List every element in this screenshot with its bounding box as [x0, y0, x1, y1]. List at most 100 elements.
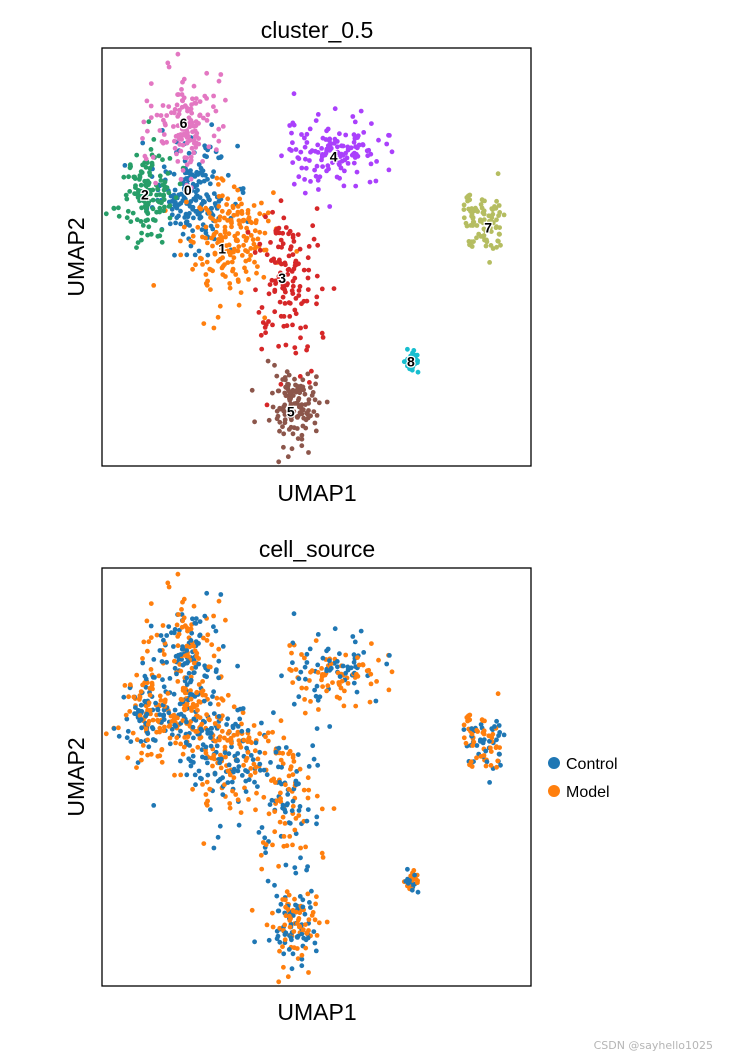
cell-point	[209, 122, 215, 128]
cell-point	[265, 738, 271, 744]
cell-point	[274, 893, 280, 899]
cell-point	[236, 764, 242, 769]
cell-point	[189, 630, 195, 636]
cell-point	[487, 260, 492, 265]
cell-point	[193, 665, 199, 670]
cell-point	[196, 248, 202, 254]
cell-point	[461, 727, 467, 732]
cell-point	[167, 156, 173, 161]
cell-point	[415, 880, 420, 886]
cell-point	[210, 763, 215, 769]
cell-point	[183, 706, 188, 712]
cell-point	[162, 204, 167, 210]
cell-point	[208, 735, 213, 740]
cell-point	[324, 168, 329, 174]
cell-point	[376, 137, 381, 143]
cell-point	[123, 192, 129, 198]
cell-point	[340, 143, 346, 149]
cell-point	[167, 676, 173, 681]
cell-point	[253, 807, 258, 813]
cluster-label-8: 8	[407, 354, 415, 370]
cell-point	[177, 181, 183, 187]
cell-point	[226, 729, 232, 734]
cell-point	[280, 761, 286, 767]
cell-point	[296, 916, 302, 921]
cell-point	[262, 750, 268, 756]
cell-point	[315, 112, 321, 117]
cell-point	[245, 750, 251, 755]
cell-point	[283, 410, 289, 416]
cell-point	[225, 196, 231, 202]
cell-point	[296, 924, 302, 930]
cell-point	[405, 866, 410, 872]
cell-point	[300, 927, 306, 933]
cell-point	[235, 277, 241, 283]
cell-point	[315, 142, 321, 148]
cell-point	[299, 432, 305, 438]
cell-point	[490, 211, 496, 217]
cell-point	[264, 922, 270, 928]
cell-point	[299, 165, 305, 171]
cell-point	[337, 674, 343, 679]
cell-point	[360, 142, 366, 148]
cell-point	[203, 744, 209, 750]
cell-point	[325, 683, 331, 689]
cell-point	[297, 894, 303, 899]
cell-point	[285, 454, 291, 460]
cell-point	[312, 917, 318, 923]
cell-point	[261, 794, 267, 800]
cell-point	[299, 685, 305, 691]
cluster-points	[103, 51, 507, 465]
cell-point	[336, 681, 342, 687]
cell-point	[233, 792, 239, 797]
cell-point	[191, 660, 197, 666]
cell-point	[211, 232, 217, 238]
cell-point	[389, 669, 395, 675]
cell-point	[265, 358, 271, 364]
cell-point	[229, 740, 234, 746]
source-y-axis-label: UMAP2	[63, 737, 89, 816]
cell-point	[276, 225, 282, 231]
cell-point	[148, 231, 154, 237]
cell-point	[299, 443, 305, 449]
cell-point	[467, 762, 472, 768]
cell-point	[253, 287, 258, 293]
cell-point	[286, 253, 292, 259]
cell-point	[403, 358, 409, 364]
cell-point	[180, 718, 186, 723]
cell-point	[103, 211, 109, 217]
cell-point	[498, 762, 503, 768]
cell-point	[231, 775, 237, 781]
cell-point	[288, 766, 293, 772]
cell-point	[263, 214, 268, 220]
cell-point	[150, 674, 156, 680]
cell-point	[155, 186, 161, 192]
cell-point	[166, 624, 172, 629]
cell-point	[231, 769, 236, 775]
cell-point	[314, 163, 320, 169]
cell-point	[222, 750, 228, 756]
cell-point	[146, 744, 152, 750]
cell-point	[232, 233, 238, 239]
cell-point	[188, 157, 194, 163]
cell-point	[309, 148, 315, 154]
cell-point	[299, 963, 305, 969]
cell-point	[481, 217, 487, 223]
cell-point	[316, 920, 322, 926]
cell-point	[235, 187, 241, 193]
cell-point	[211, 711, 217, 716]
cell-point	[140, 223, 146, 228]
cell-point	[287, 924, 293, 930]
cell-point	[368, 671, 374, 677]
cell-point	[143, 156, 149, 162]
cell-point	[188, 638, 194, 643]
cell-point	[328, 145, 334, 151]
cell-point	[130, 210, 136, 216]
cell-point	[141, 639, 147, 645]
cell-point	[184, 772, 190, 778]
cell-point	[180, 662, 186, 668]
cell-point	[309, 913, 315, 918]
cell-point	[488, 763, 494, 768]
cell-point	[308, 905, 313, 910]
cell-point	[214, 223, 220, 229]
